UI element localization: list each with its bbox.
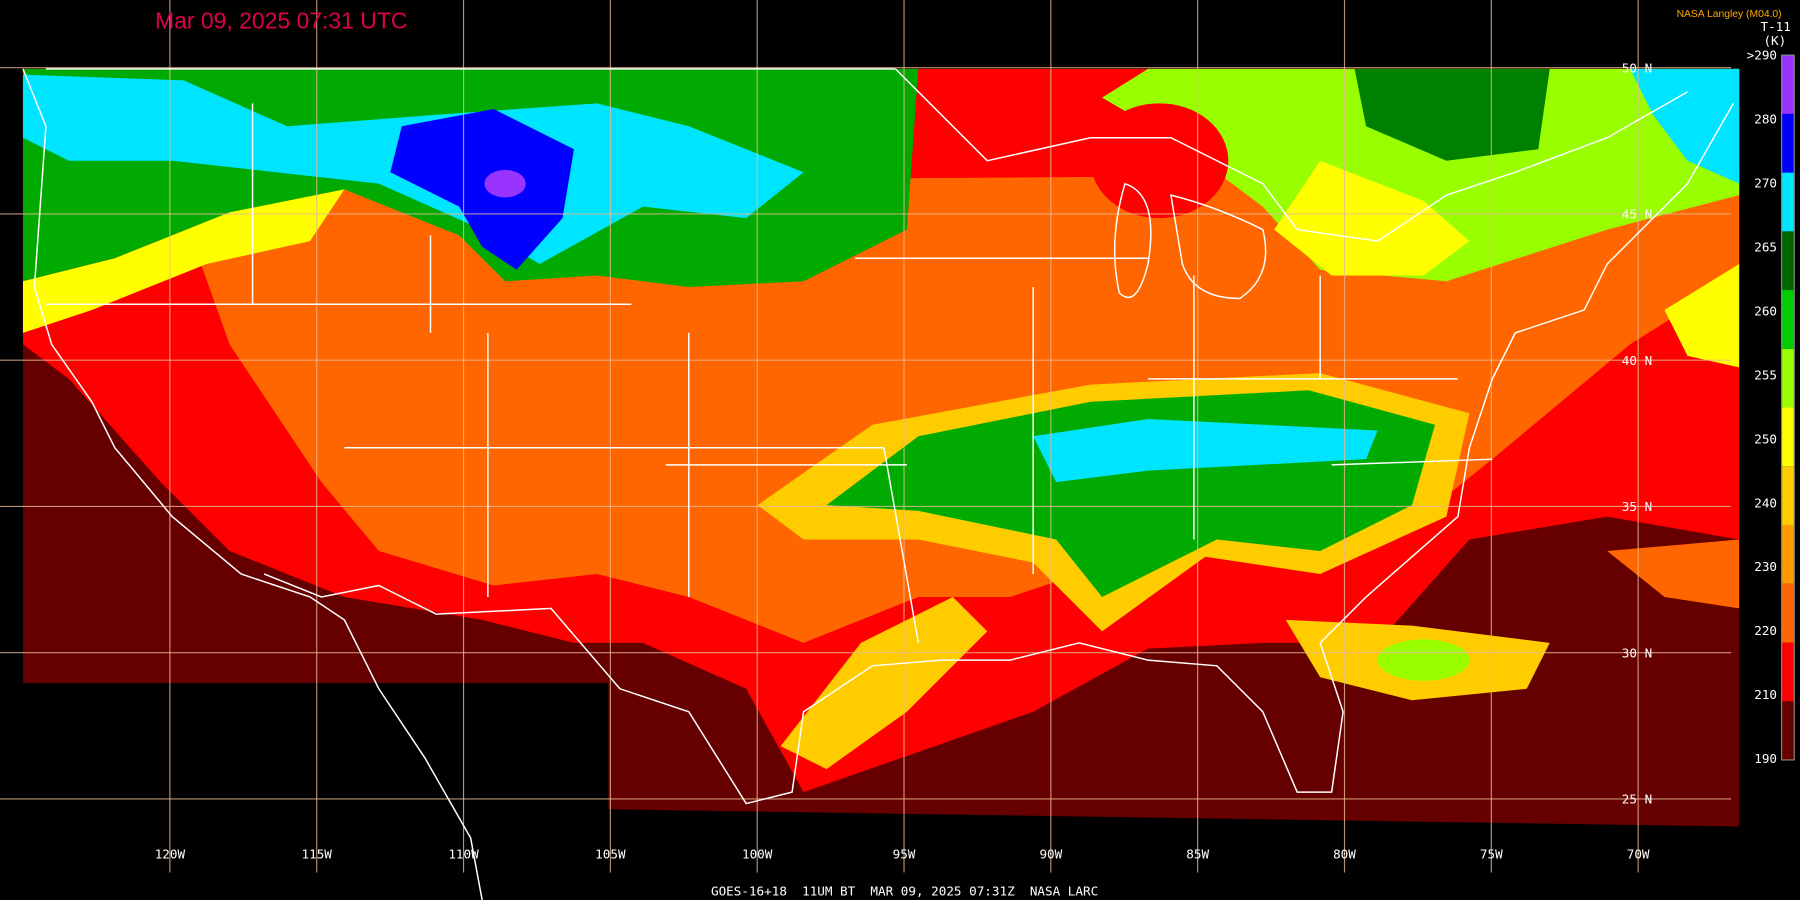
colorbar-swatch (1781, 642, 1795, 702)
latitude-label: 45 N (1622, 207, 1652, 222)
colorbar-swatch (1781, 525, 1795, 584)
colorbar-swatch (1781, 407, 1795, 467)
colorbar-swatch (1781, 290, 1795, 349)
west-coast (22, 68, 483, 900)
colorbar-label: 260 (1754, 303, 1777, 318)
red-lake-superior (1090, 103, 1229, 219)
colorbar-label: 190 (1754, 751, 1777, 766)
colorbar-label: 210 (1754, 687, 1777, 702)
colorbar-label: 270 (1754, 176, 1777, 191)
longitude-label: 110W (448, 847, 479, 862)
colorbar-swatch (1781, 583, 1795, 643)
lime-southeast (1377, 639, 1470, 681)
colorbar-frame (1781, 54, 1795, 761)
longitude-label: 105W (595, 847, 626, 862)
longitude-label: 120W (155, 847, 186, 862)
longitude-label: 70W (1627, 847, 1650, 862)
graticule: 120W 115W 110W 105W 100W 95W 90W 85W 80W 75W 70W 50… (0, 0, 1732, 873)
longitude-label: 95W (893, 847, 916, 862)
credit: NASA Langley (M04.0) (1677, 9, 1782, 20)
colorbar-label: 220 (1754, 623, 1777, 638)
colorbar-label: 255 (1754, 367, 1777, 382)
colorbar-swatch (1781, 172, 1795, 232)
colorbar-swatch (1781, 231, 1795, 291)
orange-field (172, 172, 1740, 643)
northern-border (45, 68, 1688, 242)
footer: GOES-16+18 11UM BT MAR 09, 2025 07:31Z N… (711, 883, 1098, 898)
colorbar-label: 240 (1754, 495, 1777, 510)
colorbar-swatch (1781, 55, 1795, 114)
great-lakes (1113, 182, 1267, 300)
colorbar-label: 230 (1754, 559, 1777, 574)
colorbar-label: 265 (1754, 240, 1777, 255)
latitude-label: 50 N (1622, 60, 1652, 75)
latitude-label: 35 N (1622, 499, 1652, 514)
yellow-gulf (780, 596, 988, 770)
south-east-coast (263, 102, 1735, 805)
longitude-label: 85W (1186, 847, 1209, 862)
colorbar-swatch (1781, 701, 1795, 760)
colorbar-label: 280 (1754, 112, 1777, 127)
longitude-label: 75W (1480, 847, 1503, 862)
yellow-atlantic (1664, 264, 1740, 368)
yellow-lakes (1274, 160, 1470, 276)
lime-northeast (1102, 68, 1740, 282)
green-ontario (1354, 68, 1550, 161)
channel-label: T-11 (1760, 19, 1790, 34)
yellow-northwest (22, 189, 345, 333)
colorbar-swatch (1781, 466, 1795, 525)
latitude-label: 25 N (1622, 792, 1652, 807)
colorbar-label: >290 (1747, 48, 1777, 63)
coastlines-borders (22, 68, 1735, 900)
cyan-northeast (1630, 68, 1740, 184)
longitude-label: 90W (1039, 847, 1062, 862)
colorbar-swatch (1781, 113, 1795, 173)
latitude-label: 40 N (1622, 353, 1652, 368)
longitude-label: 80W (1333, 847, 1356, 862)
purple-core (484, 169, 526, 198)
timestamp-title: Mar 09, 2025 07:31 UTC (155, 8, 407, 34)
state-lines (45, 103, 1493, 643)
colorbar: >290 280 270 265 260 255 250 240 230 220 210 190 (1747, 48, 1795, 766)
unit-label: (K) (1763, 33, 1786, 48)
colorbar-swatch (1781, 348, 1795, 408)
latitude-label: 30 N (1622, 645, 1652, 660)
longitude-label: 100W (742, 847, 773, 862)
orange-atlantic (1607, 539, 1740, 609)
cyan-band (1033, 419, 1378, 483)
blue-cold-top (390, 109, 574, 270)
colorbar-label: 250 (1754, 431, 1777, 446)
longitude-label: 115W (302, 847, 333, 862)
